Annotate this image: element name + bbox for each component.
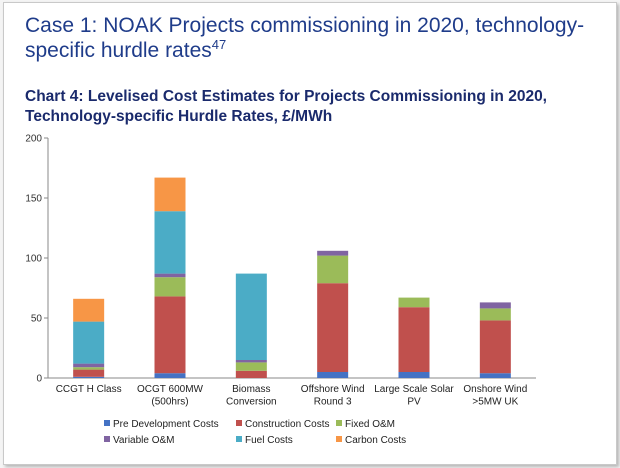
bar-segment [73,321,105,364]
x-tick-label: PV [407,397,421,408]
y-tick-label: 150 [25,194,42,205]
bar-segment [73,376,105,378]
bar-segment [154,177,186,212]
legend-label: Fuel Costs [245,435,293,446]
x-tick-label: >5MW UK [472,397,518,408]
bar-segment [479,302,511,309]
legend-swatch [336,436,342,442]
legend-swatch [236,420,242,426]
x-tick-label: Onshore Wind [463,384,527,395]
bar-segment [154,211,186,274]
bar-segment [317,255,349,284]
x-tick-label: (500hrs) [151,397,188,408]
x-tick-label: Biomass [232,384,270,395]
legend-label: Fixed O&M [345,419,395,430]
x-tick-label: Offshore Wind [301,384,365,395]
bar-segment [398,307,430,372]
chart-title: Chart 4: Levelised Cost Estimates for Pr… [25,88,547,125]
x-tick-label: CCGT H Class [56,384,122,395]
bar-segment [317,250,349,256]
bar-segment [235,273,267,360]
bar-segment [398,372,430,378]
x-tick-label: OCGT 600MW [137,384,203,395]
slide-heading-text: Case 1: NOAK Projects commissioning in 2… [25,14,585,62]
bar-segment [317,372,349,378]
slide-heading: Case 1: NOAK Projects commissioning in 2… [25,13,610,63]
bar-segment [317,283,349,372]
slide: Case 1: NOAK Projects commissioning in 2… [3,2,617,465]
legend-swatch [236,436,242,442]
legend-label: Pre Development Costs [113,419,219,430]
bar-segment [73,369,105,377]
y-tick-label: 200 [25,134,42,145]
bar-segment [154,373,186,378]
y-tick-label: 50 [31,314,43,325]
legend-label: Construction Costs [245,419,329,430]
x-tick-label: Large Scale Solar [374,384,454,395]
bar-segment [154,277,186,297]
bar-segment [235,370,267,378]
bar-segment [73,298,105,322]
legend-swatch [104,436,110,442]
footnote-marker: 47 [211,37,227,52]
bar-segment [398,297,430,308]
y-tick-label: 0 [36,374,42,385]
x-tick-label: Round 3 [314,397,352,408]
bar-segment [479,373,511,378]
legend-label: Variable O&M [113,435,175,446]
y-tick-label: 100 [25,254,42,265]
legend-swatch [336,420,342,426]
bar-segment [479,308,511,321]
bar-segment [235,360,267,363]
bar-segment [154,273,186,278]
bar-segment [73,367,105,370]
legend-swatch [104,420,110,426]
x-tick-label: Conversion [226,397,277,408]
legend-label: Carbon Costs [345,435,406,446]
bar-segment [154,296,186,374]
bar-segment [235,362,267,371]
bar-segment [479,320,511,374]
bar-segment [73,363,105,368]
